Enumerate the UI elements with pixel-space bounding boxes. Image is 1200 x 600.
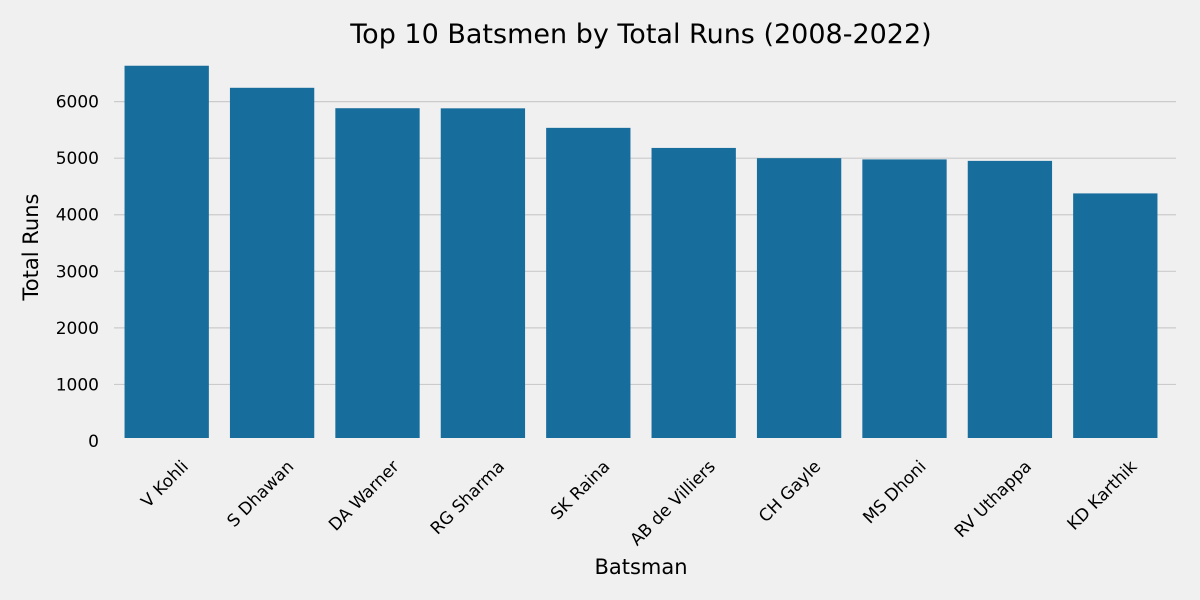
- y-tick-label: 1000: [56, 375, 99, 395]
- x-tick-label: AB de Villiers: [627, 457, 720, 550]
- y-tick-label: 0: [88, 432, 99, 452]
- x-tick-label: SK Raina: [547, 457, 614, 524]
- bars: [124, 65, 1158, 439]
- bar: [335, 108, 420, 439]
- bar: [440, 108, 526, 439]
- x-tick-label: RG Sharma: [427, 457, 509, 539]
- x-tick-label: S Dhawan: [223, 457, 298, 532]
- x-tick-label: RV Uthappa: [951, 457, 1036, 542]
- bar: [756, 158, 842, 438]
- x-tick-label: KD Karthik: [1064, 457, 1142, 535]
- y-axis-label: Total Runs: [19, 194, 43, 302]
- x-tick-label: CH Gayle: [755, 457, 825, 527]
- x-tick-label: DA Warner: [325, 457, 403, 535]
- bar: [967, 160, 1053, 439]
- x-tick-label: V Kohli: [138, 457, 193, 512]
- y-tick-label: 2000: [56, 319, 99, 339]
- bar: [1073, 193, 1158, 438]
- y-tick-label: 6000: [56, 93, 99, 113]
- bar: [546, 127, 631, 438]
- x-axis-label: Batsman: [594, 555, 687, 579]
- bar: [651, 147, 736, 438]
- y-tick-label: 4000: [56, 206, 99, 226]
- y-tick-label: 5000: [56, 149, 99, 169]
- bar: [124, 65, 209, 439]
- x-tick-label: MS Dhoni: [859, 457, 930, 528]
- y-axis-ticks: 0 1000 2000 3000 4000 5000 6000: [56, 93, 99, 452]
- bar: [862, 159, 947, 438]
- y-tick-label: 3000: [56, 262, 99, 282]
- bar: [229, 87, 315, 439]
- chart-title: Top 10 Batsmen by Total Runs (2008-2022): [349, 19, 931, 50]
- x-axis-ticks: V Kohli S Dhawan DA Warner RG Sharma SK Rain…: [138, 457, 1142, 550]
